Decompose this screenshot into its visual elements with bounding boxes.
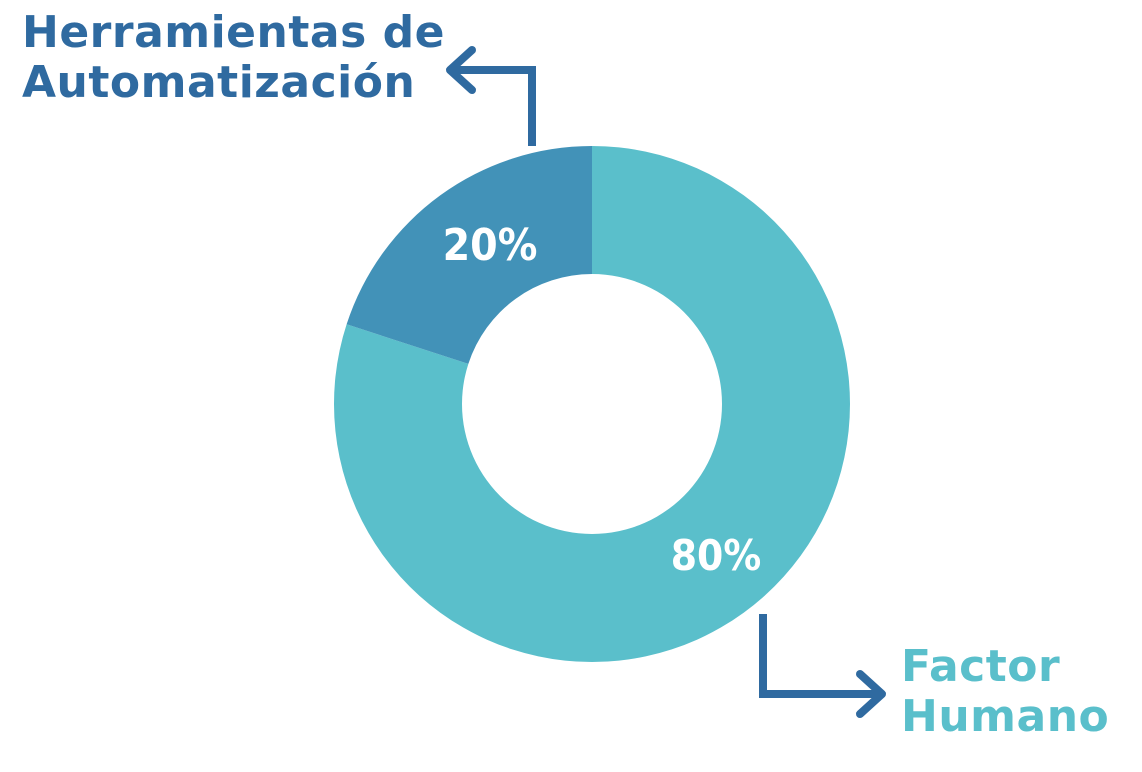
- callout-arrow-human: [759, 614, 886, 718]
- slice-value-label-automation: 20%: [443, 220, 538, 271]
- slice-label-human: Factor Humano: [901, 642, 1109, 742]
- callout-arrow-automation: [446, 46, 536, 146]
- donut-slice-human: [333, 146, 850, 663]
- slice-value-label-human: 80%: [671, 531, 761, 580]
- slice-label-automation: Herramientas de Automatización: [22, 8, 445, 108]
- slice-label-automation-line2: Automatización: [22, 57, 416, 108]
- slice-label-human-line1: Factor: [901, 641, 1061, 692]
- donut-slice-automation: [346, 146, 592, 364]
- slice-label-automation-line1: Herramientas de: [22, 7, 445, 58]
- slice-label-human-line2: Humano: [901, 691, 1110, 742]
- donut-slices: [333, 146, 850, 663]
